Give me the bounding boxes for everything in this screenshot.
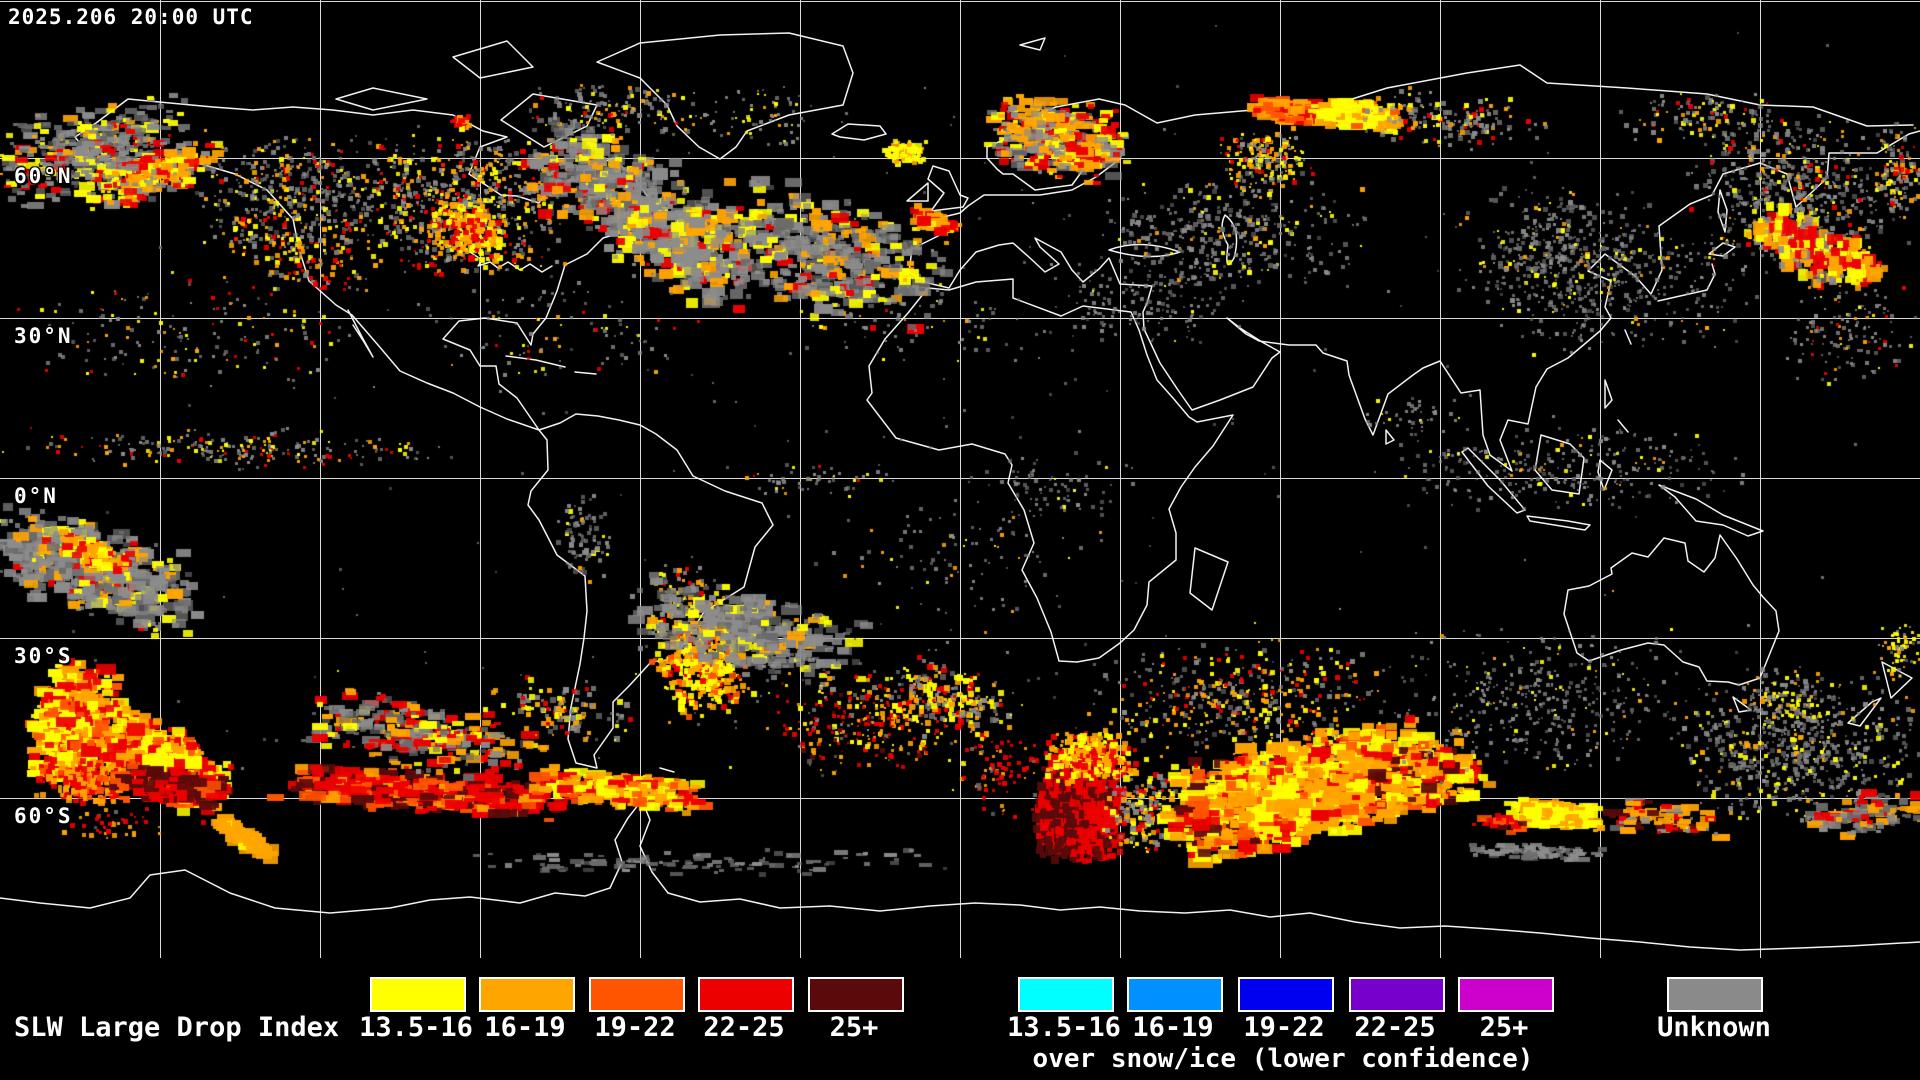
lat-label-60s: 60°S — [14, 804, 73, 828]
legend-range-label: 16-19 — [484, 1012, 566, 1043]
slw-data-speckle-layer — [0, 0, 1920, 958]
legend-range-label: 13.5-16 — [359, 1012, 473, 1043]
legend-snow-caption: over snow/ice (lower confidence) — [1032, 1044, 1534, 1074]
legend-unknown-label: Unknown — [1657, 1012, 1771, 1043]
legend-swatch-liquid-16-19 — [479, 977, 575, 1012]
legend-range-label: 19-22 — [1243, 1012, 1325, 1043]
timestamp: 2025.206 20:00 UTC — [8, 5, 254, 29]
legend-swatch-liquid-22-25 — [698, 977, 794, 1012]
legend: SLW Large Drop Index 13.5-16 16-19 19-22… — [0, 958, 1920, 1080]
legend-swatch-unknown — [1667, 977, 1763, 1012]
legend-range-label: 16-19 — [1132, 1012, 1214, 1043]
legend-swatch-liquid-13_5-16 — [370, 977, 466, 1012]
legend-swatch-liquid-25plus — [808, 977, 904, 1012]
lat-label-30s: 30°S — [14, 644, 73, 668]
legend-range-label: 25+ — [1479, 1012, 1529, 1043]
legend-swatch-snow-22-25 — [1349, 977, 1445, 1012]
legend-title: SLW Large Drop Index — [14, 1012, 340, 1043]
lat-label-30n: 30°N — [14, 324, 73, 348]
lat-label-60n: 60°N — [14, 164, 73, 188]
legend-swatch-snow-16-19 — [1127, 977, 1223, 1012]
legend-range-label: 22-25 — [1354, 1012, 1436, 1043]
legend-range-label: 25+ — [829, 1012, 879, 1043]
legend-range-label: 22-25 — [703, 1012, 785, 1043]
legend-swatch-snow-25plus — [1458, 977, 1554, 1012]
legend-range-label: 13.5-16 — [1007, 1012, 1121, 1043]
legend-swatch-liquid-19-22 — [589, 977, 685, 1012]
legend-swatch-snow-13_5-16 — [1018, 977, 1114, 1012]
legend-range-label: 19-22 — [594, 1012, 676, 1043]
legend-swatch-snow-19-22 — [1238, 977, 1334, 1012]
lat-label-0n: 0°N — [14, 484, 58, 508]
